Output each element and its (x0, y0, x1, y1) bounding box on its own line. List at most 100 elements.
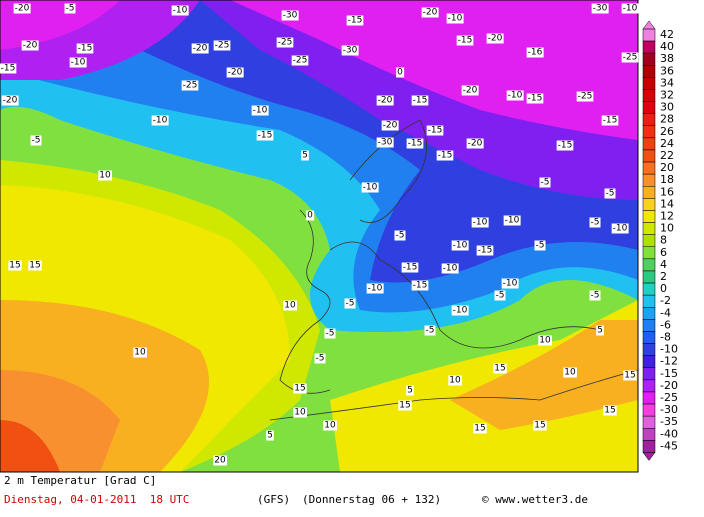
label-box (291, 55, 309, 66)
colorbar-label: 14 (660, 197, 674, 210)
temperature-label-text: -20 (193, 44, 208, 54)
colorbar-label: 34 (660, 76, 674, 89)
temperature-label: -5 (30, 135, 42, 146)
color-swatch (642, 319, 656, 332)
label-box (556, 140, 574, 151)
temperature-label-text: 10 (324, 421, 336, 431)
temperature-label: 10 (133, 347, 147, 358)
temperature-label: -5 (344, 298, 356, 309)
footer-model: (GFS) (257, 493, 290, 506)
label-box (446, 13, 464, 24)
temperature-label: -5 (494, 290, 506, 301)
label-box (376, 95, 394, 106)
temperature-label-text: -20 (383, 121, 398, 131)
temperature-label-text: -20 (378, 96, 393, 106)
label-box (361, 182, 379, 193)
temperature-label: -15 (411, 95, 429, 106)
temperature-label: -25 (621, 52, 639, 63)
temperature-label-text: 10 (134, 348, 146, 358)
temperature-label-text: -5 (536, 241, 545, 251)
label-box (503, 215, 521, 226)
label-box (406, 385, 414, 396)
label-box (396, 67, 405, 78)
colorbar-arrow (642, 452, 656, 461)
label-box (526, 93, 544, 104)
label-box (611, 223, 629, 234)
temperature-label: -20 (226, 67, 244, 78)
temperature-label-text: 15 (624, 371, 635, 381)
temperature-label: -5 (589, 290, 601, 301)
color-swatch (642, 294, 656, 308)
color-swatch (642, 198, 656, 211)
color-swatch (642, 379, 656, 393)
temperature-label: 0 (306, 210, 315, 221)
temperature-label-text: -15 (348, 16, 363, 26)
temperature-label: -10 (506, 90, 524, 101)
label-box (451, 240, 469, 251)
colorbar-label: -25 (660, 391, 678, 404)
temperature-label-text: -20 (3, 96, 18, 106)
temperature-label: -5 (314, 353, 326, 364)
temperature-label-text: -10 (448, 14, 463, 24)
temperature-label-text: -15 (603, 116, 618, 126)
temperature-label-text: 10 (449, 376, 461, 386)
label-box (30, 135, 42, 146)
color-swatch (642, 331, 656, 344)
label-box (266, 430, 274, 441)
temperature-label: 15 (473, 423, 487, 434)
label-box (534, 240, 546, 251)
label-box (411, 95, 429, 106)
temperature-label: -20 (21, 40, 39, 51)
label-box (471, 217, 489, 228)
temperature-label: 15 (398, 400, 412, 411)
temperature-label-text: -15 (78, 44, 93, 54)
temperature-label-text: -15 (428, 126, 443, 136)
temperature-label-text: -10 (503, 279, 518, 289)
temperature-label: -20 (421, 7, 439, 18)
colorbar-label: 6 (660, 246, 667, 259)
temperature-label-text: -30 (593, 4, 608, 14)
temperature-label: -25 (291, 55, 309, 66)
label-box (506, 90, 524, 101)
temperature-label: 5 (266, 430, 274, 441)
temperature-label: -5 (424, 325, 436, 336)
label-box (621, 52, 639, 63)
temperature-label: -30 (341, 45, 359, 56)
temperature-label: -20 (461, 85, 479, 96)
label-box (251, 105, 269, 116)
temperature-label-text: -5 (426, 326, 435, 336)
temperature-label-text: -10 (613, 224, 628, 234)
temperature-label: 15 (293, 383, 307, 394)
colorbar-label: 16 (660, 185, 674, 198)
footer-date: Dienstag, 04-01-2011 18 UTC (4, 493, 189, 506)
temperature-label: 15 (533, 420, 547, 431)
temperature-label: -10 (501, 278, 519, 289)
label-box (293, 383, 307, 394)
temperature-label-text: -10 (71, 58, 86, 68)
label-box (256, 130, 274, 141)
temperature-label: -15 (476, 245, 494, 256)
temperature-label: -25 (181, 80, 199, 91)
temperature-label-text: -30 (343, 46, 358, 56)
label-box (213, 40, 231, 51)
temperature-label-text: 0 (307, 211, 313, 221)
label-box (563, 367, 577, 378)
color-swatch (642, 101, 656, 114)
label-box (456, 35, 474, 46)
temperature-label: -10 (621, 3, 639, 14)
colorbar-label: 18 (660, 173, 674, 186)
temperature-label: -10 (471, 217, 489, 228)
color-swatch (642, 282, 656, 296)
temperature-label: -15 (436, 150, 454, 161)
label-box (226, 67, 244, 78)
label-box (448, 375, 462, 386)
temperature-label-text: -5 (66, 4, 75, 14)
colorbar-label: -45 (660, 439, 678, 452)
label-box (398, 400, 412, 411)
label-box (306, 210, 315, 221)
color-swatch (642, 77, 656, 90)
temperature-label: 10 (98, 170, 112, 181)
temperature-label-text: 15 (474, 424, 485, 434)
temperature-label-text: -25 (623, 53, 638, 63)
